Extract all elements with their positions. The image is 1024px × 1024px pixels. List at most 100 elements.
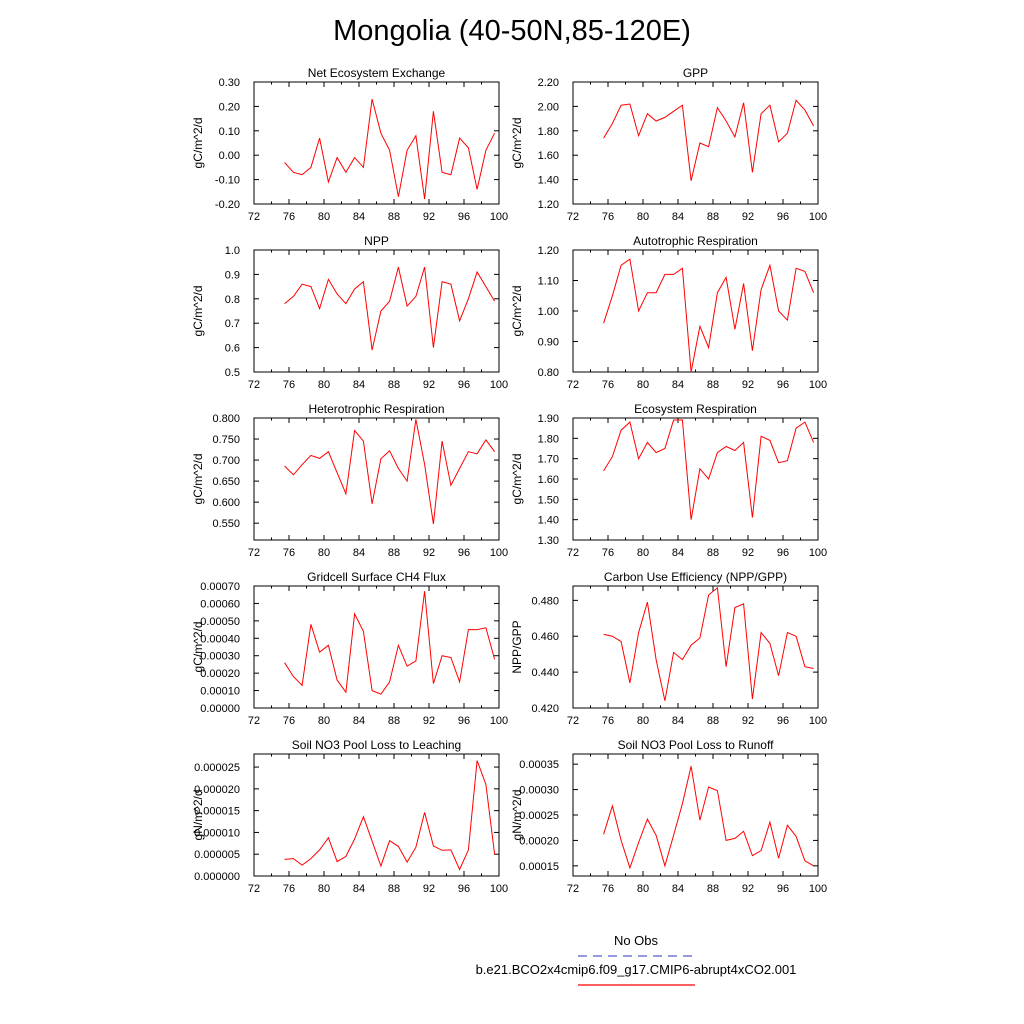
plot-frame bbox=[253, 585, 500, 709]
x-tick-label: 72 bbox=[567, 547, 579, 559]
y-tick-label: 0.800 bbox=[212, 413, 240, 425]
x-tick-label: 100 bbox=[809, 211, 827, 223]
x-tick-label: 96 bbox=[458, 715, 470, 727]
y-tick-label: 1.90 bbox=[538, 413, 559, 425]
x-tick-label: 100 bbox=[809, 379, 827, 391]
figure-title: Mongolia (40-50N,85-120E) bbox=[333, 15, 691, 47]
y-tick-label: 0.00030 bbox=[200, 651, 240, 663]
x-tick-label: 72 bbox=[248, 883, 260, 895]
y-tick-label: 1.0 bbox=[225, 245, 240, 257]
x-tick-label: 88 bbox=[707, 211, 719, 223]
y-tick-label: 0.000020 bbox=[194, 784, 240, 796]
y-tick-label: 0.8 bbox=[225, 294, 240, 306]
y-tick-label: 0.00020 bbox=[200, 668, 240, 680]
y-tick-label: 1.60 bbox=[538, 150, 559, 162]
y-tick-label: 1.50 bbox=[538, 494, 559, 506]
series-line-carbon-use-efficiency-npp-gpp bbox=[603, 586, 814, 701]
series-line-heterotrophic-respiration bbox=[284, 419, 496, 525]
x-tick-label: 96 bbox=[777, 547, 789, 559]
x-tick-label: 92 bbox=[742, 547, 754, 559]
x-tick-label: 76 bbox=[283, 715, 295, 727]
y-tick-label: 2.20 bbox=[538, 77, 559, 89]
x-tick-label: 88 bbox=[388, 715, 400, 727]
x-tick-label: 92 bbox=[742, 379, 754, 391]
x-tick-label: 92 bbox=[742, 883, 754, 895]
x-tick-label: 100 bbox=[809, 547, 827, 559]
chart-panel-soil-no3-pool-loss-to-leaching: Soil NO3 Pool Loss to Leaching gN/m^2/d 72… bbox=[191, 738, 508, 895]
x-tick-label: 100 bbox=[490, 715, 508, 727]
x-tick-label: 88 bbox=[707, 883, 719, 895]
chart-panel-gpp: GPP gC/m^2/d 72 76 80 84 88 92 96 100 1.20 1.40 1.60… bbox=[510, 66, 827, 223]
y-tick-label: 1.60 bbox=[538, 474, 559, 486]
panel-title: Autotrophic Respiration bbox=[633, 234, 758, 248]
x-tick-label: 80 bbox=[318, 379, 330, 391]
y-tick-label: 0.00050 bbox=[200, 616, 240, 628]
panel-title: Heterotrophic Respiration bbox=[308, 402, 444, 416]
series-line-gpp bbox=[603, 99, 815, 181]
x-tick-label: 100 bbox=[809, 715, 827, 727]
plot-frame bbox=[253, 753, 500, 877]
plot-frame bbox=[572, 417, 819, 541]
y-tick-label: 0.750 bbox=[212, 434, 240, 446]
y-tick-label: 0.7 bbox=[225, 318, 240, 330]
x-tick-label: 88 bbox=[707, 379, 719, 391]
y-tick-label: 0.550 bbox=[212, 518, 240, 530]
legend-label-model-run: b.e21.BCO2x4cmip6.f09_g17.CMIP6-abrupt4x… bbox=[476, 962, 797, 977]
y-tick-label: 0.480 bbox=[531, 595, 559, 607]
y-tick-label: 0.600 bbox=[212, 497, 240, 509]
x-tick-label: 84 bbox=[353, 379, 365, 391]
x-tick-label: 76 bbox=[602, 211, 614, 223]
y-axis-label: gN/m^2/d bbox=[510, 790, 524, 841]
y-tick-label: 1.70 bbox=[538, 454, 559, 466]
y-axis-label: NPP/GPP bbox=[510, 620, 524, 673]
x-tick-label: 80 bbox=[637, 211, 649, 223]
x-tick-label: 80 bbox=[637, 379, 649, 391]
y-tick-label: 0.00025 bbox=[519, 810, 559, 822]
y-tick-label: 0.00060 bbox=[200, 598, 240, 610]
chart-panel-net-ecosystem-exchange: Net Ecosystem Exchange gC/m^2/d 72 76 80 84 88… bbox=[191, 66, 508, 223]
y-tick-label: 0.00000 bbox=[200, 703, 240, 715]
plot-frame bbox=[253, 81, 500, 205]
y-tick-label: 0.20 bbox=[219, 101, 240, 113]
y-tick-label: 0.80 bbox=[538, 367, 559, 379]
x-tick-label: 72 bbox=[248, 547, 260, 559]
y-tick-label: -0.20 bbox=[215, 199, 240, 211]
y-tick-label: 0.00 bbox=[219, 150, 240, 162]
y-tick-label: 0.90 bbox=[538, 337, 559, 349]
chart-panel-npp: NPP gC/m^2/d 72 76 80 84 88 92 96 100 0.5 0.6 0.7 0.8… bbox=[191, 234, 508, 391]
panel-title: Soil NO3 Pool Loss to Leaching bbox=[292, 738, 461, 752]
x-tick-label: 76 bbox=[283, 547, 295, 559]
x-tick-label: 80 bbox=[318, 715, 330, 727]
series-line-ecosystem-respiration bbox=[603, 419, 815, 520]
x-tick-label: 84 bbox=[672, 379, 684, 391]
x-tick-label: 80 bbox=[637, 883, 649, 895]
panel-title: Gridcell Surface CH4 Flux bbox=[307, 570, 446, 584]
x-tick-label: 100 bbox=[490, 883, 508, 895]
x-tick-label: 92 bbox=[742, 211, 754, 223]
x-tick-label: 76 bbox=[283, 379, 295, 391]
chart-panel-carbon-use-efficiency-npp-gpp: Carbon Use Efficiency (NPP/GPP) NPP/GPP 72… bbox=[510, 570, 827, 727]
x-tick-label: 88 bbox=[707, 547, 719, 559]
series-line-npp bbox=[284, 266, 496, 351]
x-tick-label: 84 bbox=[672, 715, 684, 727]
x-tick-label: 96 bbox=[777, 379, 789, 391]
y-axis-label: gC/m^2/d bbox=[510, 118, 524, 169]
chart-panel-autotrophic-respiration: Autotrophic Respiration gC/m^2/d 72 76 80 84 8… bbox=[510, 234, 827, 391]
x-tick-label: 80 bbox=[637, 547, 649, 559]
y-tick-label: 1.40 bbox=[538, 175, 559, 187]
panel-title: Carbon Use Efficiency (NPP/GPP) bbox=[604, 570, 787, 584]
y-tick-label: 0.460 bbox=[531, 631, 559, 643]
y-tick-label: 0.000025 bbox=[194, 762, 240, 774]
x-tick-label: 72 bbox=[567, 883, 579, 895]
y-tick-label: 0.00070 bbox=[200, 581, 240, 593]
y-tick-label: 1.00 bbox=[538, 306, 559, 318]
x-tick-label: 100 bbox=[809, 883, 827, 895]
y-tick-label: 0.00035 bbox=[519, 759, 559, 771]
x-tick-label: 72 bbox=[248, 715, 260, 727]
x-tick-label: 88 bbox=[388, 883, 400, 895]
x-tick-label: 88 bbox=[707, 715, 719, 727]
legend-label-no-obs: No Obs bbox=[614, 933, 659, 948]
x-tick-label: 76 bbox=[602, 547, 614, 559]
x-tick-label: 92 bbox=[423, 211, 435, 223]
series-line-gridcell-surface-ch4-flux bbox=[284, 591, 496, 695]
